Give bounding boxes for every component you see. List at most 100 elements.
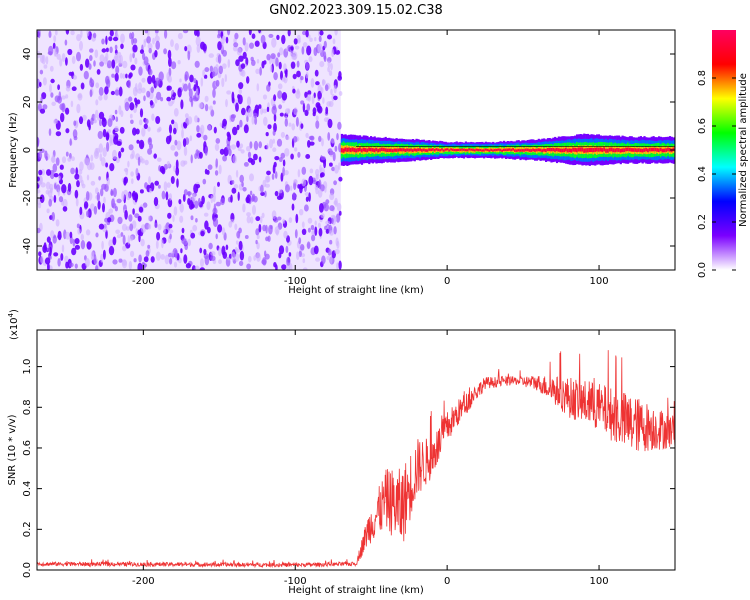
noise-blob	[273, 72, 278, 80]
noise-blob	[321, 213, 325, 218]
noise-blob	[183, 84, 188, 92]
noise-blob	[220, 198, 225, 205]
snr-y-label: SNR (10 * v/v)	[7, 414, 18, 485]
noise-blob	[71, 156, 75, 161]
signal-cell	[456, 149, 458, 151]
noise-blob	[185, 113, 189, 118]
signal-cell	[392, 149, 394, 152]
noise-blob	[300, 123, 303, 129]
noise-blob	[215, 144, 219, 151]
noise-blob	[307, 241, 311, 249]
noise-blob	[140, 108, 143, 117]
noise-blob	[253, 154, 258, 161]
noise-blob	[170, 39, 174, 47]
noise-blob	[157, 158, 162, 162]
signal-cell	[527, 149, 529, 152]
noise-blob	[302, 46, 305, 54]
noise-blob	[100, 254, 103, 263]
noise-blob	[254, 141, 258, 151]
noise-blob	[204, 213, 209, 217]
noise-blob	[319, 36, 322, 42]
noise-blob	[53, 164, 58, 173]
noise-blob	[98, 95, 102, 100]
noise-blob	[129, 223, 133, 231]
noise-blob	[70, 138, 72, 146]
noise-blob	[98, 176, 101, 180]
noise-blob	[70, 168, 75, 175]
noise-blob	[40, 194, 45, 203]
noise-blob	[51, 212, 55, 221]
noise-blob	[209, 105, 213, 110]
noise-blob	[298, 169, 301, 177]
noise-blob	[73, 120, 76, 126]
noise-blob	[103, 250, 106, 260]
noise-blob	[134, 98, 137, 103]
noise-blob	[184, 243, 188, 250]
signal-cell	[494, 149, 496, 151]
signal-cell	[463, 149, 465, 151]
noise-blob	[257, 83, 260, 91]
noise-blob	[122, 245, 126, 251]
noise-blob	[278, 104, 282, 109]
noise-blob	[205, 146, 208, 155]
noise-blob	[204, 220, 208, 229]
noise-blob	[144, 160, 148, 165]
noise-blob	[316, 174, 319, 179]
signal-cell	[439, 149, 441, 151]
noise-blob	[277, 217, 281, 221]
noise-blob	[76, 104, 80, 113]
noise-blob	[329, 101, 334, 107]
noise-blob	[286, 257, 290, 266]
noise-blob	[170, 145, 175, 151]
noise-blob	[99, 87, 104, 96]
noise-blob	[208, 164, 213, 170]
noise-blob	[155, 41, 160, 50]
noise-blob	[151, 114, 154, 121]
noise-blob	[315, 220, 317, 225]
noise-blob	[138, 82, 142, 90]
noise-blob	[196, 184, 200, 188]
noise-blob	[167, 86, 170, 91]
noise-blob	[250, 191, 252, 196]
noise-blob	[99, 61, 104, 66]
noise-blob	[293, 107, 298, 115]
noise-blob	[261, 35, 266, 44]
spectrogram-x-label: Height of straight line (km)	[288, 285, 424, 296]
x-tick-label: -200	[132, 576, 155, 587]
noise-blob	[226, 37, 229, 44]
noise-blob	[196, 36, 201, 46]
noise-blob	[282, 219, 285, 224]
noise-blob	[293, 74, 297, 79]
noise-blob	[96, 148, 100, 154]
noise-blob	[89, 55, 93, 61]
noise-blob	[241, 149, 245, 153]
noise-blob	[140, 189, 144, 193]
noise-blob	[57, 258, 60, 267]
y-tick-label: 0.2	[22, 521, 33, 537]
noise-blob	[219, 66, 223, 75]
noise-blob	[338, 177, 342, 182]
noise-blob	[330, 89, 333, 95]
noise-blob	[111, 91, 115, 95]
noise-blob	[155, 116, 160, 124]
noise-blob	[130, 251, 134, 257]
signal-cell	[654, 148, 656, 152]
y-tick-label: 40	[22, 48, 33, 61]
noise-blob	[274, 162, 277, 168]
noise-blob	[172, 215, 174, 222]
noise-blob	[302, 179, 307, 187]
signal-cell	[479, 149, 481, 151]
noise-blob	[306, 197, 309, 202]
signal-cell	[399, 148, 401, 151]
noise-blob	[201, 77, 204, 86]
noise-blob	[251, 57, 254, 62]
noise-blob	[333, 180, 337, 185]
noise-blob	[43, 77, 47, 85]
noise-blob	[296, 71, 301, 78]
noise-blob	[86, 229, 90, 235]
noise-blob	[309, 38, 313, 42]
chart-title: GN02.2023.309.15.02.C38	[269, 3, 443, 18]
noise-blob	[326, 256, 330, 261]
noise-blob	[156, 252, 161, 261]
noise-blob	[252, 116, 255, 125]
